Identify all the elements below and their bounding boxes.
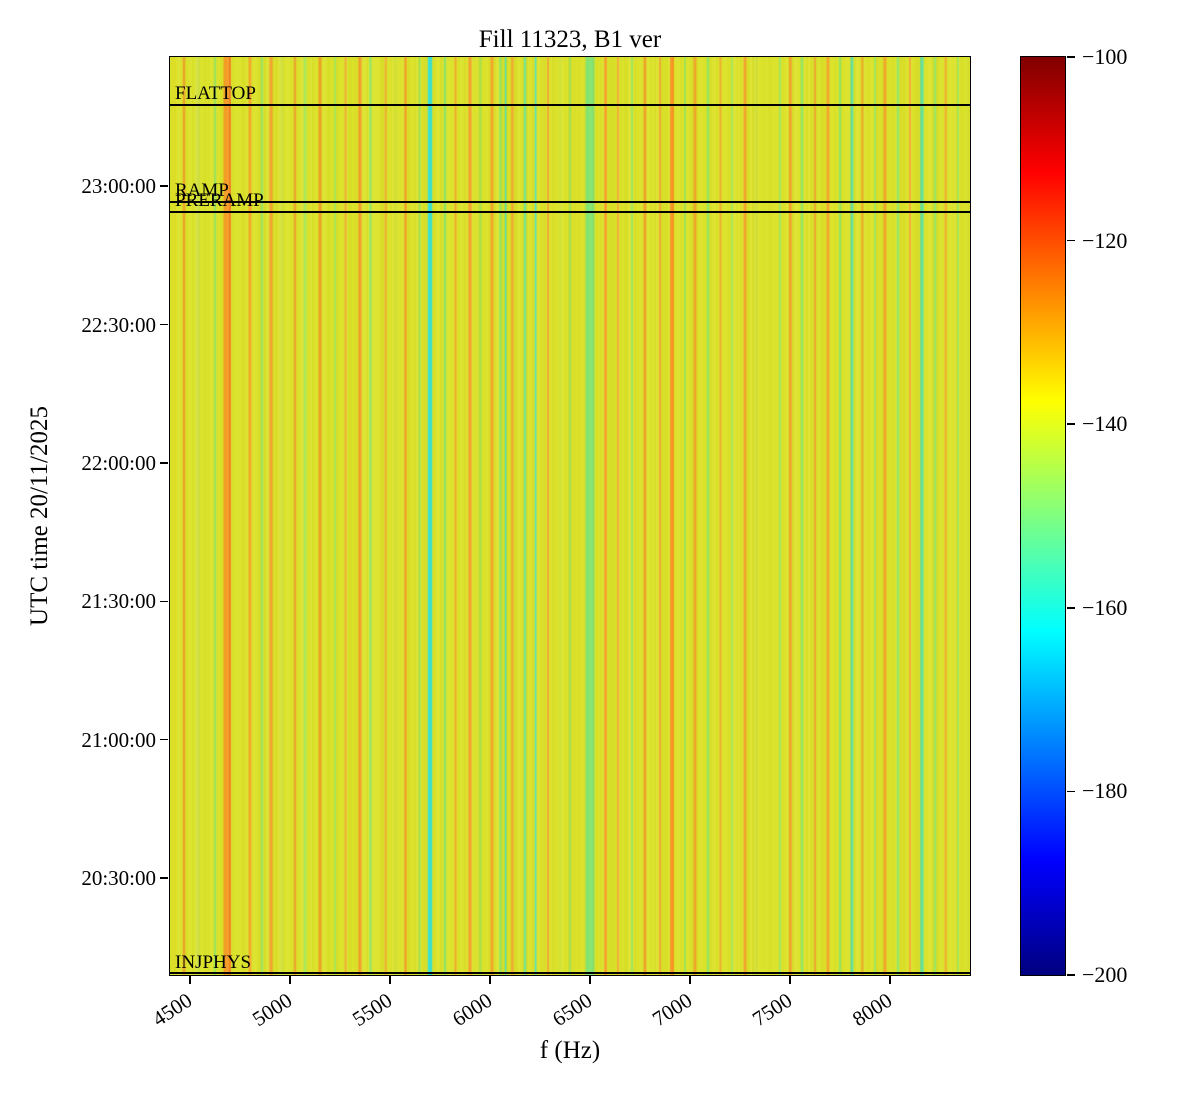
y-tick-mark xyxy=(160,600,168,603)
colorbar-tick-label: −200 xyxy=(1082,962,1128,987)
x-tick-mark xyxy=(489,976,491,984)
x-tick-mark xyxy=(589,976,591,984)
y-tick-mark xyxy=(160,877,168,879)
x-tick-mark xyxy=(289,976,291,984)
colorbar-tick-label: −180 xyxy=(1082,778,1128,804)
x-axis-label: f (Hz) xyxy=(539,1037,601,1064)
chart-title: Fill 11323, B1 ver xyxy=(478,26,662,53)
y-tick-label: 23:00:00 xyxy=(81,174,156,199)
y-tick-label: 21:00:00 xyxy=(81,727,156,752)
y-tick-mark xyxy=(160,185,168,187)
heatmap-canvas xyxy=(170,57,970,975)
colorbar-tick-mark xyxy=(1067,790,1075,793)
y-tick-mark xyxy=(160,462,168,464)
colorbar-tick-label: −160 xyxy=(1082,594,1128,620)
y-tick-label: 20:30:00 xyxy=(81,866,156,891)
x-tick-mark xyxy=(189,976,191,984)
colorbar-tick-label: −100 xyxy=(1082,44,1128,69)
y-tick-mark xyxy=(160,323,168,326)
colorbar xyxy=(1020,56,1066,976)
x-tick-mark xyxy=(389,976,391,984)
y-tick-label: 21:30:00 xyxy=(81,589,156,614)
colorbar-tick-mark xyxy=(1067,607,1075,609)
x-tick-mark xyxy=(689,976,691,984)
colorbar-tick-mark xyxy=(1067,423,1075,425)
y-tick-mark xyxy=(160,738,168,741)
y-tick-label: 22:00:00 xyxy=(81,450,156,475)
colorbar-tick-label: −140 xyxy=(1082,411,1128,437)
colorbar-tick-mark xyxy=(1067,239,1075,242)
colorbar-tick-mark xyxy=(1067,56,1075,58)
colorbar-tick-label: −120 xyxy=(1082,227,1128,253)
x-tick-mark xyxy=(789,976,791,984)
heatmap-plot-area: FLATTOP RAMP PRERAMP INJPHYS xyxy=(169,56,971,976)
y-tick-label: 22:30:00 xyxy=(81,312,156,337)
colorbar-tick-mark xyxy=(1067,974,1075,976)
x-tick-mark xyxy=(889,976,891,984)
